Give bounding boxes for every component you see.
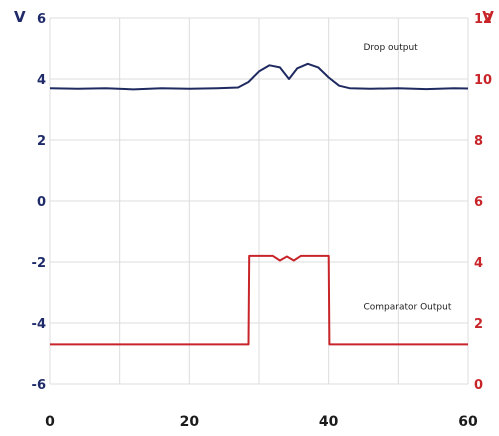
drop-output-line: [49, 62, 469, 91]
y-left-unit: V: [14, 8, 26, 26]
annotations: Drop output Comparator Output: [364, 43, 452, 312]
x-tick-label: 40: [319, 414, 339, 430]
grid: [49, 17, 469, 385]
x-tick-label: 0: [45, 414, 55, 430]
y-left-tick-label: -4: [32, 317, 46, 332]
y-right-tick-label: 6: [474, 195, 483, 210]
y-right-tick-label: 10: [474, 73, 492, 88]
y-right-unit: V: [482, 8, 494, 26]
y-right-tick-label: 0: [474, 378, 483, 393]
annotation-label: Drop output: [364, 43, 419, 53]
y-left-tick-label: 4: [37, 73, 46, 88]
comparator-output-line: [50, 254, 468, 346]
y-left-tick-label: 0: [37, 195, 46, 210]
y-left-tick-label: -6: [32, 378, 46, 393]
series-layer: [49, 62, 469, 346]
annotation-label: Comparator Output: [364, 302, 452, 312]
y-right-tick-label: 4: [474, 256, 483, 271]
y-right-tick-label: 2: [474, 317, 483, 332]
y-right-tick-label: 8: [474, 134, 483, 149]
x-tick-label: 20: [180, 414, 200, 430]
y-left-tick-label: 2: [37, 134, 46, 149]
x-tick-label: 60: [458, 414, 478, 430]
y-right-tick-label: 12: [474, 12, 492, 27]
y-left-tick-label: -2: [32, 256, 46, 271]
y-left-tick-label: 6: [37, 12, 46, 27]
